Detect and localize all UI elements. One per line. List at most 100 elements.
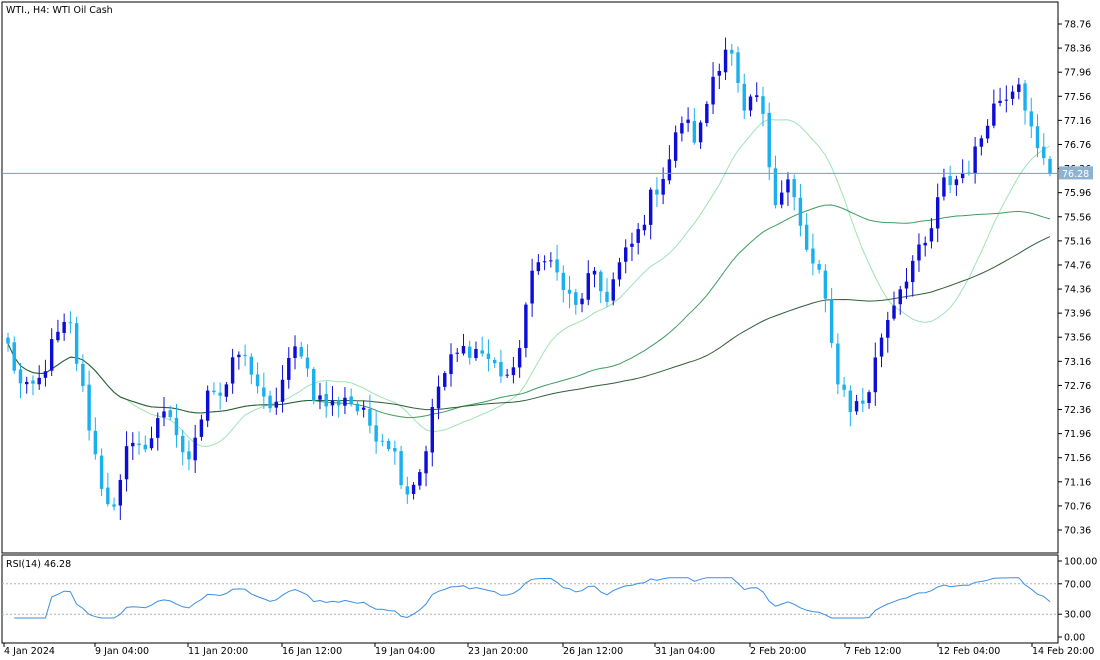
candle-body: [1004, 99, 1009, 101]
candle-body: [530, 270, 534, 304]
ma-slow-line: [7, 236, 1051, 414]
candle-body: [355, 403, 360, 412]
candle-body: [255, 374, 260, 387]
candle-body: [468, 346, 472, 358]
candle-body: [399, 451, 403, 486]
time-tick-label: 26 Jan 12:00: [563, 646, 623, 657]
candle-body: [81, 363, 85, 386]
candle-body: [960, 173, 965, 179]
candle-body: [580, 298, 584, 305]
candle-body: [436, 386, 441, 409]
candle-body: [985, 125, 990, 139]
candle-body: [131, 442, 135, 447]
candle-body: [343, 397, 347, 406]
candle-body: [474, 348, 478, 359]
candle-body: [499, 361, 503, 377]
rsi-tick-label: 100.00: [1064, 557, 1097, 568]
candle-body: [368, 408, 372, 426]
candle-body: [848, 390, 853, 413]
candle-body: [349, 396, 353, 405]
price-tick-label: 77.16: [1064, 116, 1091, 127]
current-price-tag: [1059, 166, 1093, 180]
candle-body: [336, 400, 341, 406]
candle-body: [761, 96, 765, 114]
time-tick-label: 7 Feb 12:00: [845, 646, 901, 657]
candle-body: [804, 224, 809, 250]
candle-body: [230, 357, 235, 384]
candle-body: [854, 401, 859, 412]
time-tick-label: 11 Jan 20:00: [188, 646, 248, 657]
candle-body: [486, 353, 491, 360]
candle-body: [187, 451, 191, 460]
candle-body: [929, 228, 934, 242]
candle-body: [268, 395, 272, 409]
candles-group: [6, 37, 1052, 520]
candle-body: [667, 159, 672, 181]
candle-body: [611, 279, 615, 301]
candle-body: [330, 400, 335, 406]
candle-body: [673, 132, 678, 161]
candle-body: [717, 71, 722, 76]
candle-body: [705, 103, 709, 124]
candle-body: [536, 262, 541, 272]
price-tick-label: 77.56: [1064, 92, 1091, 103]
candle-body: [574, 292, 578, 305]
candle-body: [879, 337, 884, 357]
price-tick-label: 74.76: [1064, 260, 1091, 271]
candle-body: [137, 443, 141, 446]
candle-body: [898, 289, 902, 305]
candle-body: [973, 146, 977, 174]
candle-body: [1023, 83, 1027, 111]
candle-body: [873, 357, 878, 393]
candle-body: [293, 346, 297, 358]
price-tick-label: 73.96: [1064, 309, 1091, 320]
time-tick-label: 14 Feb 20:00: [1032, 646, 1094, 657]
candle-body: [418, 472, 422, 486]
candle-body: [561, 272, 566, 290]
candle-body: [748, 96, 753, 111]
candle-body: [923, 242, 927, 246]
candle-body: [811, 248, 815, 264]
candle-body: [798, 197, 803, 226]
candle-body: [287, 358, 291, 380]
candle-body: [623, 247, 628, 262]
time-tick-label: 19 Jan 04:00: [375, 646, 435, 657]
candle-body: [106, 487, 110, 505]
candle-body: [742, 83, 746, 111]
candle-body: [386, 440, 391, 450]
candle-body: [62, 321, 66, 333]
candle-body: [592, 270, 597, 275]
price-tick-label: 75.16: [1064, 236, 1091, 247]
candle-body: [648, 189, 653, 225]
candle-body: [249, 356, 254, 375]
candle-body: [405, 486, 410, 495]
candle-body: [393, 448, 397, 452]
candle-body: [443, 373, 447, 387]
candle-body: [524, 304, 528, 349]
candle-body: [599, 271, 603, 292]
candle-body: [305, 357, 310, 369]
time-tick-label: 23 Jan 20:00: [468, 646, 528, 657]
candle-body: [549, 260, 553, 262]
rsi-line: [14, 577, 1051, 619]
candle-body: [12, 342, 16, 371]
candle-body: [661, 178, 665, 195]
candle-body: [124, 446, 129, 480]
candle-body: [680, 123, 684, 134]
candle-body: [773, 168, 778, 206]
rsi-tick-label: 70.00: [1064, 579, 1091, 590]
candle-body: [455, 352, 459, 354]
candle-body: [1042, 146, 1046, 159]
candle-body: [1029, 111, 1033, 127]
candle-body: [218, 392, 222, 396]
chart-title: WTI., H4: WTI Oil Cash: [6, 5, 113, 16]
candle-body: [586, 273, 590, 300]
candle-body: [867, 392, 871, 403]
candle-body: [954, 179, 959, 186]
candle-body: [99, 455, 104, 489]
candle-body: [786, 179, 790, 193]
candle-body: [112, 504, 116, 507]
candle-body: [18, 369, 23, 384]
candle-body: [424, 451, 428, 474]
